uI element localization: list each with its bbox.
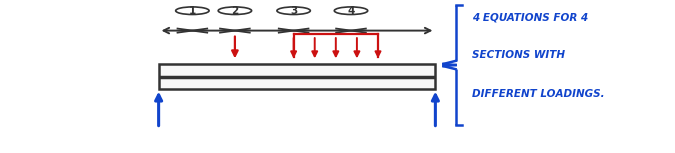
Bar (159, 64, 435, 89)
Text: 3: 3 (290, 6, 297, 16)
Text: 4 EQUATIONS FOR 4: 4 EQUATIONS FOR 4 (472, 12, 589, 22)
Text: 1: 1 (189, 6, 196, 16)
Text: 4: 4 (348, 6, 354, 16)
Text: DIFFERENT LOADINGS.: DIFFERENT LOADINGS. (472, 89, 605, 99)
Text: 2: 2 (232, 6, 238, 16)
Text: SECTIONS WITH: SECTIONS WITH (472, 50, 566, 60)
